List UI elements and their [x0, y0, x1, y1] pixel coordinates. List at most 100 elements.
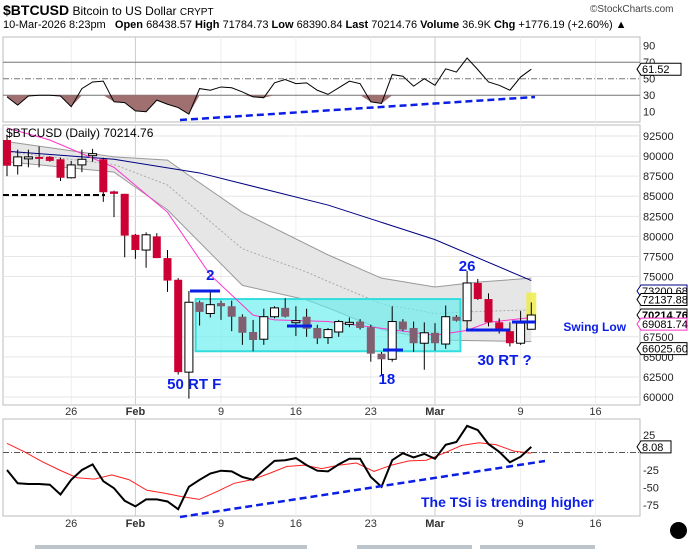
price-tick-label: 67500 — [643, 332, 674, 344]
x-tick-label: 9 — [218, 518, 224, 530]
scroll-bar[interactable] — [480, 545, 595, 549]
candle-body — [195, 302, 204, 312]
rsi-tick-label: 50 — [643, 74, 655, 86]
menu-dot-icon[interactable] — [670, 522, 687, 539]
x-tick-label: 16 — [290, 406, 302, 418]
candle-body — [495, 322, 504, 332]
price-tick-label: 60000 — [643, 392, 674, 404]
candle-body — [152, 236, 161, 259]
x-tick-label: 26 — [65, 406, 77, 418]
tsi-pane — [2, 418, 641, 517]
x-tick-label: 9 — [518, 518, 524, 530]
candle-body — [45, 156, 54, 161]
candle-body — [344, 321, 354, 325]
title-line: $BTCUSD Bitcoin to US Dollar CRYPT — [3, 2, 214, 18]
candle-body — [516, 322, 526, 344]
candle — [281, 298, 290, 318]
candle — [452, 315, 461, 322]
source-credit: ©StockCharts.com — [590, 4, 674, 15]
candle-body — [387, 321, 397, 360]
annotation-text: 18 — [379, 371, 396, 388]
x-tick-label: 23 — [365, 518, 377, 530]
candle-body — [35, 156, 44, 159]
rsi-current-value: 61.52 — [642, 64, 670, 76]
candle-body — [356, 321, 365, 328]
price-tick-label: 85000 — [643, 191, 674, 203]
open-value: 68438.57 — [146, 19, 192, 31]
rsi-tick-label: 10 — [643, 107, 655, 119]
candle-body — [431, 332, 439, 344]
high-label: High — [195, 19, 220, 31]
candle — [13, 149, 23, 175]
candle — [441, 305, 451, 349]
candle — [259, 308, 269, 345]
rsi-line — [6, 57, 532, 115]
candle-body — [110, 191, 118, 194]
candle — [152, 233, 161, 259]
low-value: 68390.84 — [296, 19, 343, 31]
annotation-text: 30 RT ? — [477, 352, 531, 369]
candle-body — [217, 303, 225, 307]
price-tick-label: 87500 — [643, 171, 674, 183]
candle-body — [163, 258, 172, 281]
open-label: Open — [114, 19, 144, 31]
candle — [217, 300, 225, 320]
scroll-bar[interactable] — [35, 545, 307, 549]
last-label: Last — [345, 19, 369, 31]
change-value: +1776.19 (+2.60%) — [518, 19, 613, 31]
candle — [56, 157, 65, 181]
candle — [419, 322, 429, 370]
candle — [377, 352, 386, 376]
tsi-tick-label: -50 — [643, 483, 659, 495]
candle-body — [323, 329, 333, 339]
candle — [323, 327, 333, 345]
candle-body — [88, 153, 98, 157]
price-tick-label: 90000 — [643, 151, 674, 163]
candle-body — [377, 353, 386, 360]
tag-text: 69081.74 — [642, 319, 688, 331]
candle-body — [238, 316, 247, 333]
low-label: Low — [271, 19, 294, 31]
candle — [45, 156, 54, 162]
change-label: Chg — [493, 19, 516, 31]
candle-body — [227, 306, 236, 317]
tsi-current-value: 8.08 — [642, 442, 663, 454]
up-arrow-icon: ▲ — [615, 19, 627, 31]
tsi-tick-label: -75 — [643, 500, 659, 512]
candle — [66, 160, 76, 179]
candle — [141, 232, 151, 268]
candle — [174, 278, 183, 375]
scroll-bar[interactable] — [357, 545, 472, 549]
candle — [505, 322, 514, 347]
volume-label: Volume — [420, 19, 460, 31]
candle — [270, 306, 279, 319]
candle-body — [99, 159, 108, 193]
candle — [3, 136, 11, 177]
candle — [120, 193, 129, 258]
quote-line: 10-Mar-2026 8:23pm Open 68438.57 High 71… — [3, 19, 627, 31]
quote-date: 10-Mar-2026 8:23pm — [3, 19, 106, 31]
candle-body — [259, 316, 269, 340]
candle-body — [441, 316, 451, 345]
candle-body — [452, 316, 461, 321]
annotation-text: 50 RT F — [167, 376, 221, 393]
tsi-trendline — [179, 459, 546, 519]
candle-body — [281, 307, 290, 317]
candle — [313, 324, 322, 345]
x-tick-label: 23 — [365, 406, 377, 418]
x-tick-label: Feb — [126, 406, 146, 418]
tsi-tick-label: -25 — [643, 465, 659, 477]
tag-box — [636, 342, 688, 356]
symbol: $BTCUSD — [3, 2, 70, 18]
candle-body — [313, 327, 322, 339]
candle — [366, 324, 375, 362]
candle — [473, 278, 482, 300]
tag-text: 66025.60 — [642, 344, 688, 356]
candle-body — [141, 234, 151, 251]
candle-body — [13, 156, 23, 167]
candle-body — [23, 156, 33, 160]
candle — [344, 317, 354, 328]
bollinger-line — [6, 141, 532, 288]
candle-body — [484, 299, 493, 323]
candle-body — [398, 321, 407, 330]
